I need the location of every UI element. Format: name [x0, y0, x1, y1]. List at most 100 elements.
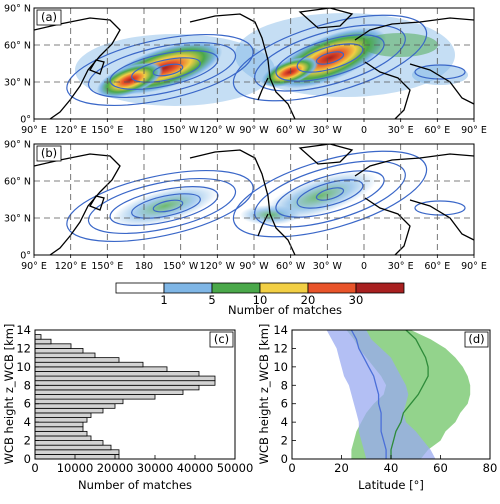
map-b-gridlines: [34, 144, 474, 255]
y-tick-label: 0: [281, 452, 288, 466]
colorbar-tick-label: 1: [160, 293, 167, 307]
map-panel-b: 90° N 60° N 30° N 0° 90° E 120° E 150° E 180 15…: [4, 140, 487, 273]
map-lon-tick-label: 0: [361, 261, 367, 272]
x-tick-label: 40000: [177, 461, 214, 475]
histogram-bar: [34, 366, 168, 372]
map-lat-tick-label: 60° N: [4, 41, 31, 52]
colorbar-tick-label: 5: [208, 293, 215, 307]
map-lon-tick-label: 90° E: [461, 125, 487, 136]
map-lon-tick-label: 150° E: [91, 125, 123, 136]
map-lon-tick-label: 150° W: [163, 261, 199, 272]
x-tick-label: 20: [334, 461, 349, 475]
map-b-coastlines: [34, 144, 474, 255]
colorbar-cell: [163, 282, 213, 294]
histogram-bar: [34, 453, 120, 460]
x-tick-label: 0: [31, 461, 38, 475]
x-tick-label: 80: [483, 461, 498, 475]
colorbar-tick-label: 20: [301, 293, 316, 307]
y-tick-label: 4: [24, 415, 31, 429]
spread-band: [326, 330, 436, 459]
panel-c-frame: [34, 329, 236, 460]
panel-a-label: (a): [41, 10, 57, 24]
histogram-bar: [34, 357, 120, 363]
panel-c-x-ticks: 0 10000 20000 30000 40000 50000: [31, 455, 253, 475]
y-tick-label: 4: [281, 415, 288, 429]
map-lat-tick-label: 90° N: [4, 4, 31, 15]
map-lat-tick-label: 30° N: [4, 78, 31, 89]
y-tick-label: 6: [281, 397, 288, 411]
colorbar-cell: [115, 282, 165, 294]
map-lon-tick-label: 60° E: [424, 125, 450, 136]
panel-c-y-axis-title: WCB height z_WCB [km]: [2, 324, 16, 465]
colorbar-title: Number of matches: [228, 303, 342, 317]
map-lon-tick-label: 60° W: [276, 125, 306, 136]
panel-d-y-ticks: 0 2 4 6 8 10 12 14: [273, 323, 296, 466]
colorbar-cell: [307, 282, 357, 294]
map-a-coastlines: [34, 8, 474, 119]
histogram-bar: [34, 449, 120, 455]
x-tick-label: 50000: [217, 461, 254, 475]
histogram-bar: [34, 440, 104, 446]
x-tick-label: 20000: [97, 461, 134, 475]
y-tick-label: 6: [24, 397, 31, 411]
y-tick-label: 14: [273, 323, 288, 337]
histogram-bar: [34, 394, 156, 400]
x-tick-label: 40: [384, 461, 399, 475]
panel-d-x-ticks: 0 20 40 60 80: [288, 455, 497, 475]
histogram-bar: [34, 334, 42, 340]
map-a-contours: [66, 14, 466, 106]
panel-b-label: (b): [41, 146, 57, 160]
colorbar-tick-label: 30: [349, 293, 364, 307]
map-a-lat-labels: 90° N 60° N 30° N 0°: [4, 4, 31, 126]
y-tick-label: 8: [281, 378, 288, 392]
y-tick-label: 12: [16, 341, 31, 355]
map-lon-tick-label: 90° E: [461, 261, 487, 272]
map-lon-tick-label: 120° W: [200, 261, 236, 272]
map-a-gridlines: [34, 8, 474, 119]
histogram-bar: [34, 338, 52, 345]
panel-d-x-axis-title: Latitude [°]: [358, 478, 424, 492]
map-lat-tick-label: 30° N: [4, 214, 31, 225]
map-lon-tick-label: 180: [135, 261, 153, 272]
median-line: [390, 329, 429, 459]
colorbar-cell: [211, 282, 261, 294]
histogram-bar: [34, 403, 116, 409]
map-lat-tick-label: 0°: [20, 115, 31, 126]
map-lon-tick-label: 150° E: [91, 261, 123, 272]
panel-d-label: (d): [468, 332, 484, 346]
map-lon-tick-label: 0: [361, 125, 367, 136]
map-lon-tick-label: 120° E: [55, 125, 87, 136]
y-tick-label: 12: [273, 341, 288, 355]
panel-c-x-axis-title: Number of matches: [78, 478, 192, 492]
panel-d-label-box: [464, 331, 489, 348]
map-lon-tick-label: 120° E: [55, 261, 87, 272]
map-lon-tick-label: 180: [135, 125, 153, 136]
histogram-bar: [34, 384, 200, 391]
map-lon-tick-label: 30° W: [313, 261, 343, 272]
histogram-bar: [34, 352, 96, 359]
colorbar-tick-label: 10: [253, 293, 268, 307]
map-lon-tick-label: 90° W: [239, 125, 269, 136]
histogram-bar: [34, 389, 184, 395]
map-b-contours: [66, 150, 466, 242]
map-lon-tick-label: 60° W: [276, 261, 306, 272]
histogram-bar: [34, 361, 144, 368]
y-tick-label: 8: [24, 378, 31, 392]
map-lon-tick-label: 30° E: [388, 125, 414, 136]
map-b-lon-labels: 90° E 120° E 150° E 180 150° W 120° W 90° W 60°…: [21, 255, 487, 272]
map-panel-a: 90° N 60° N 30° N 0° 90° E 120° E 150° E 180 15…: [4, 4, 487, 137]
histogram-bar: [34, 430, 88, 437]
map-lon-tick-label: 30° E: [388, 261, 414, 272]
map-lat-tick-label: 90° N: [4, 140, 31, 151]
y-tick-label: 10: [16, 360, 31, 374]
map-lon-tick-label: 90° E: [21, 125, 47, 136]
histogram-bar: [34, 417, 88, 423]
histogram-bar: [34, 398, 124, 405]
histogram-bar: [34, 348, 84, 354]
y-tick-label: 14: [16, 323, 31, 337]
map-lon-tick-label: 150° W: [163, 125, 199, 136]
panel-c-y-ticks: 0 2 4 6 8 10 12 14: [16, 323, 39, 466]
